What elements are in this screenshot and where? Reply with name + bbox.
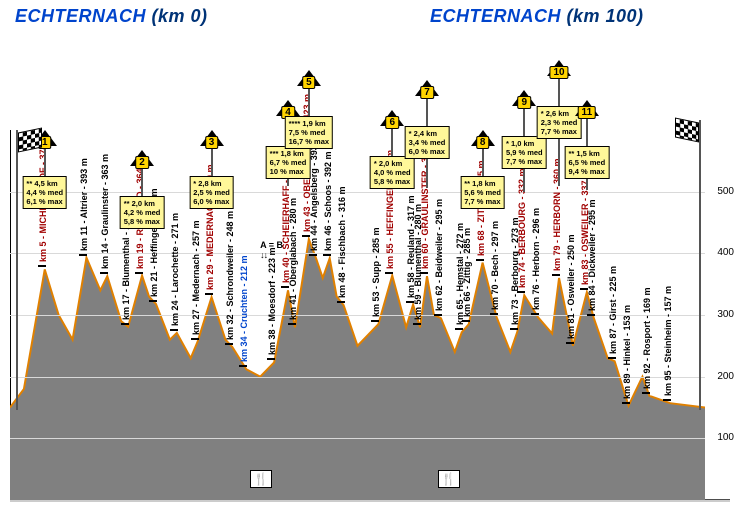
waypoint-label: km 48 - Fischbach - 316 m <box>337 187 347 304</box>
gridline <box>10 438 705 439</box>
waypoint-label: km 87 - Girst - 225 m <box>608 266 618 359</box>
gridline <box>10 192 705 193</box>
y-tick-label: 200 <box>704 371 734 382</box>
title-left-name: ECHTERNACH <box>15 6 146 26</box>
climb-stats-box: * 1,0 km5,9 % med7,7 % max <box>502 136 547 169</box>
waypoint-label: km 89 - Hinkel - 153 m <box>622 305 632 404</box>
waypoint-label: km 70 - Bech - 297 m <box>490 221 500 315</box>
a-equals-b-marker: A = B↓ ↓ <box>260 240 283 260</box>
feed-zone-icon: 🍴 <box>438 470 460 488</box>
waypoint-label: km 24 - Larochette - 271 m <box>170 213 180 331</box>
waypoint-label: km 14 - Graulinster - 363 m <box>100 154 110 274</box>
gridline <box>10 315 705 316</box>
waypoint-label: km 62 - Beidweiler - 295 m <box>434 199 444 316</box>
climb-stats-box: * 2,8 km2,5 % med6,0 % max <box>189 176 234 209</box>
waypoint-label: km 11 - Altrier - 393 m <box>79 158 89 256</box>
waypoint-label: km 41 - Oberglabach - 280 m <box>288 198 298 325</box>
title-right-name: ECHTERNACH <box>430 6 561 26</box>
gridline <box>10 253 705 254</box>
waypoint-label: km 92 - Rosport - 169 m <box>642 287 652 394</box>
waypoint-label: km 46 - Schoos - 392 m <box>323 152 333 257</box>
gridline <box>10 377 705 378</box>
waypoint-label: km 95 - Steinheim - 157 m <box>663 286 673 401</box>
waypoint-label: km 27 - Medernach - 257 m <box>191 220 201 340</box>
waypoint-label: km 38 - Moesdorf - 223 m <box>267 248 277 361</box>
y-tick-label: 300 <box>704 309 734 320</box>
y-tick-label: 100 <box>704 432 734 443</box>
feed-zone-icon: 🍴 <box>250 470 272 488</box>
climb-stats-box: ** 1,5 km6,5 % med9,4 % max <box>565 146 610 179</box>
climb-stats-box: * 2,4 km3,4 % med6,0 % max <box>405 126 450 159</box>
climb-stats-box: * 2,0 km4,0 % med5,8 % max <box>370 156 415 189</box>
title-right: ECHTERNACH (km 100) <box>430 6 644 27</box>
finish-flagpole <box>699 120 701 410</box>
waypoint-label: km 34 - Cruchten - 212 m <box>239 256 249 368</box>
waypoint-label: km 32 - Schrondweiler - 248 m <box>225 211 235 345</box>
climb-stats-box: ** 4,5 km4,4 % med6,1 % max <box>22 176 67 209</box>
climb-stats-box: *** 1,8 km6,7 % med10 % max <box>266 146 311 179</box>
title-left-km: (km 0) <box>152 6 208 26</box>
waypoint-label: km 84 - Dickweiler - 295 m <box>587 200 597 317</box>
title-right-km: (km 100) <box>567 6 644 26</box>
y-tick-label: 400 <box>704 247 734 258</box>
climb-stats-box: ** 1,8 km5,6 % med7,7 % max <box>460 176 505 209</box>
waypoint-label: km 66 - Zittig - 285 m <box>462 228 472 322</box>
y-tick-label: 500 <box>704 186 734 197</box>
climb-stats-box: ** 2,0 km4,2 % med5,8 % max <box>120 196 165 229</box>
waypoint-label: km 81 - Osweiler - 250 m <box>566 234 576 344</box>
elevation-profile-chart: ECHTERNACH (km 0) ECHTERNACH (km 100) 10… <box>0 0 750 518</box>
title-left: ECHTERNACH (km 0) <box>15 6 208 27</box>
start-flagpole <box>16 130 18 410</box>
waypoint-label: km 53 - Supp - 285 m <box>371 228 381 323</box>
climb-stats-box: **** 1,9 km7,5 % med16,7 % max <box>285 116 333 149</box>
plot-area: 100200300400500km 5 - MICHELSHHOF - 374 … <box>10 130 730 500</box>
waypoint-label: km 76 - Herborn - 296 m <box>531 208 541 315</box>
